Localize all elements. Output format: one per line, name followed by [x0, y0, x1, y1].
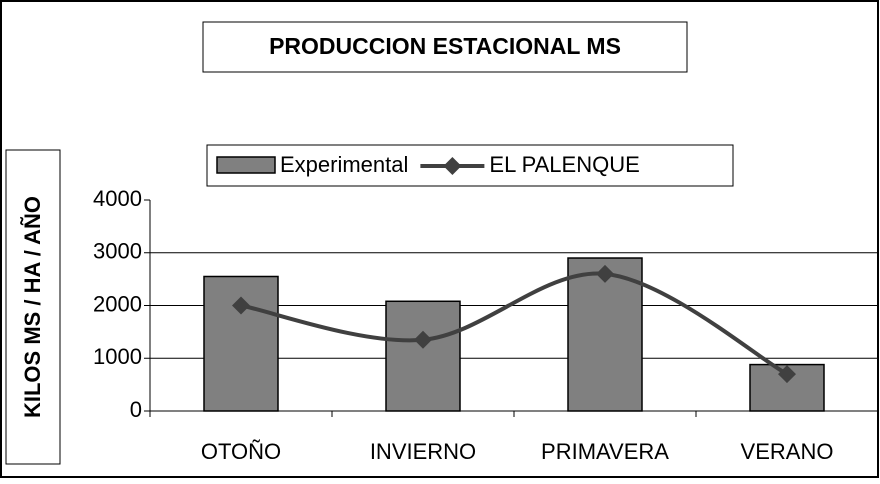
y-tick-label: 4000 [93, 186, 142, 211]
chart-title: PRODUCCION ESTACIONAL MS [269, 33, 621, 59]
legend-marker [443, 157, 462, 175]
bar [385, 300, 461, 412]
y-label-box [5, 149, 61, 465]
legend-label: EL PALENQUE [489, 152, 639, 177]
y-tick-label: 1000 [93, 344, 142, 369]
x-tick-label: PRIMAVERA [541, 439, 669, 464]
marker [414, 330, 432, 349]
line [240, 271, 788, 376]
legend-label: Experimental [280, 152, 408, 177]
x-tick-label: INVIERNO [370, 439, 476, 464]
y-tick-label: 3000 [93, 239, 142, 264]
y-axis-label: KILOS MS / HA / AÑO [20, 196, 45, 418]
x-tick-label: OTOÑO [201, 439, 281, 464]
y-tick-label: 0 [130, 397, 142, 422]
x-tick-label: VERANO [741, 439, 834, 464]
legend-swatch [216, 156, 276, 174]
marker [778, 365, 796, 384]
title-box [202, 21, 688, 73]
bar [567, 257, 643, 412]
y-tick-label: 2000 [93, 291, 142, 316]
marker [596, 264, 614, 283]
marker [232, 296, 250, 315]
